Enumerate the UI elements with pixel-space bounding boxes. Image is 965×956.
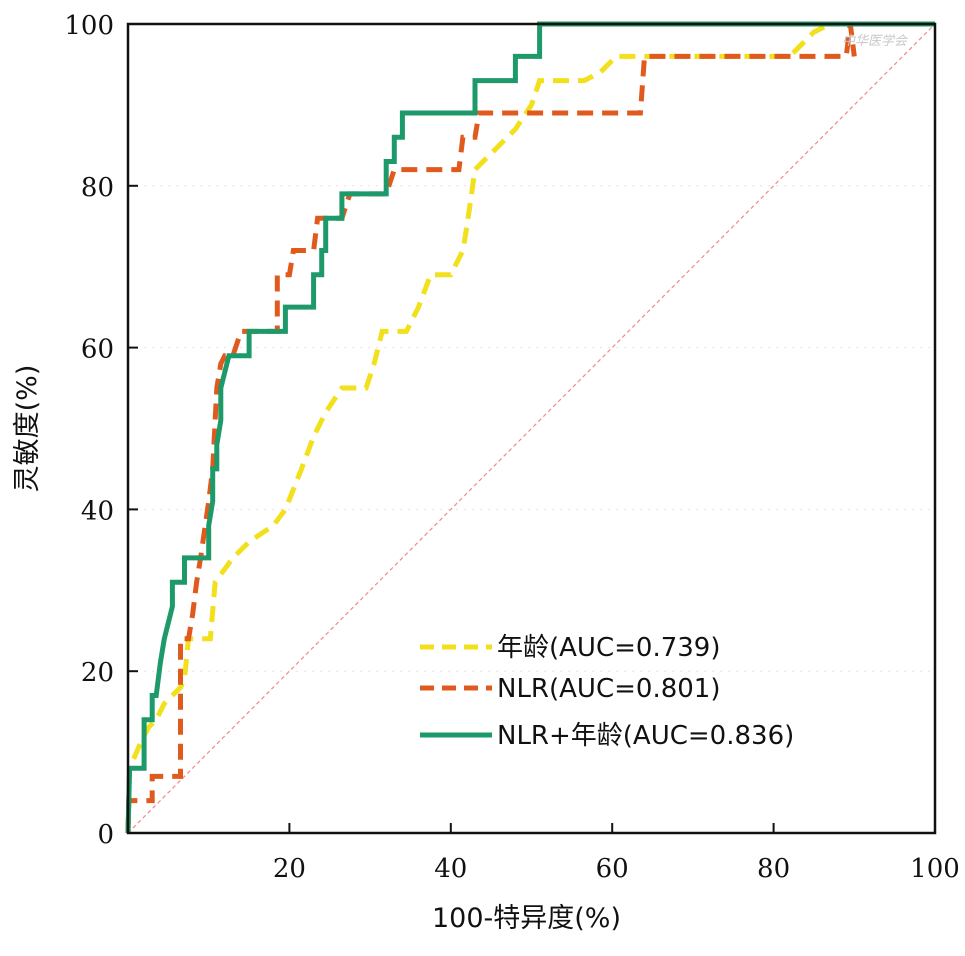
reference-diagonal-line bbox=[127, 23, 936, 834]
gridlines bbox=[128, 185, 935, 672]
x-axis-label: 100-特异度(%) bbox=[432, 903, 621, 934]
legend-label-age: 年龄(AUC=0.739) bbox=[497, 633, 720, 663]
y-tick-label-20: 20 bbox=[81, 658, 114, 688]
y-tick-label-60: 60 bbox=[81, 335, 114, 365]
plot-frame bbox=[126, 22, 937, 835]
x-tick-label-100: 100 bbox=[910, 854, 960, 884]
series-lines bbox=[125, 21, 935, 834]
y-tick-label-40: 40 bbox=[81, 496, 114, 526]
series-line-nlr bbox=[125, 23, 857, 834]
y-tick-label-0: 0 bbox=[97, 820, 114, 850]
y-tick-label-80: 80 bbox=[81, 173, 114, 203]
axis-ticks: 20 40 60 80 100 0 20 40 60 80 100 bbox=[64, 11, 959, 884]
x-tick-label-80: 80 bbox=[757, 854, 790, 884]
legend: 年龄(AUC=0.739) NLR(AUC=0.801) NLR+年龄(AUC=… bbox=[420, 633, 794, 751]
x-tick-label-20: 20 bbox=[273, 854, 306, 884]
y-axis-label: 灵敏度(%) bbox=[12, 365, 43, 493]
x-tick-label-40: 40 bbox=[434, 854, 467, 884]
legend-label-nlr: NLR(AUC=0.801) bbox=[497, 674, 720, 704]
y-tick-label-100: 100 bbox=[64, 11, 114, 41]
legend-label-nlr-age: NLR+年龄(AUC=0.836) bbox=[497, 721, 794, 751]
series-line-age bbox=[125, 21, 935, 834]
series-line-nlr-age bbox=[125, 21, 935, 834]
watermark-text: 中华医学会 bbox=[842, 33, 909, 49]
x-tick-label-60: 60 bbox=[596, 854, 629, 884]
